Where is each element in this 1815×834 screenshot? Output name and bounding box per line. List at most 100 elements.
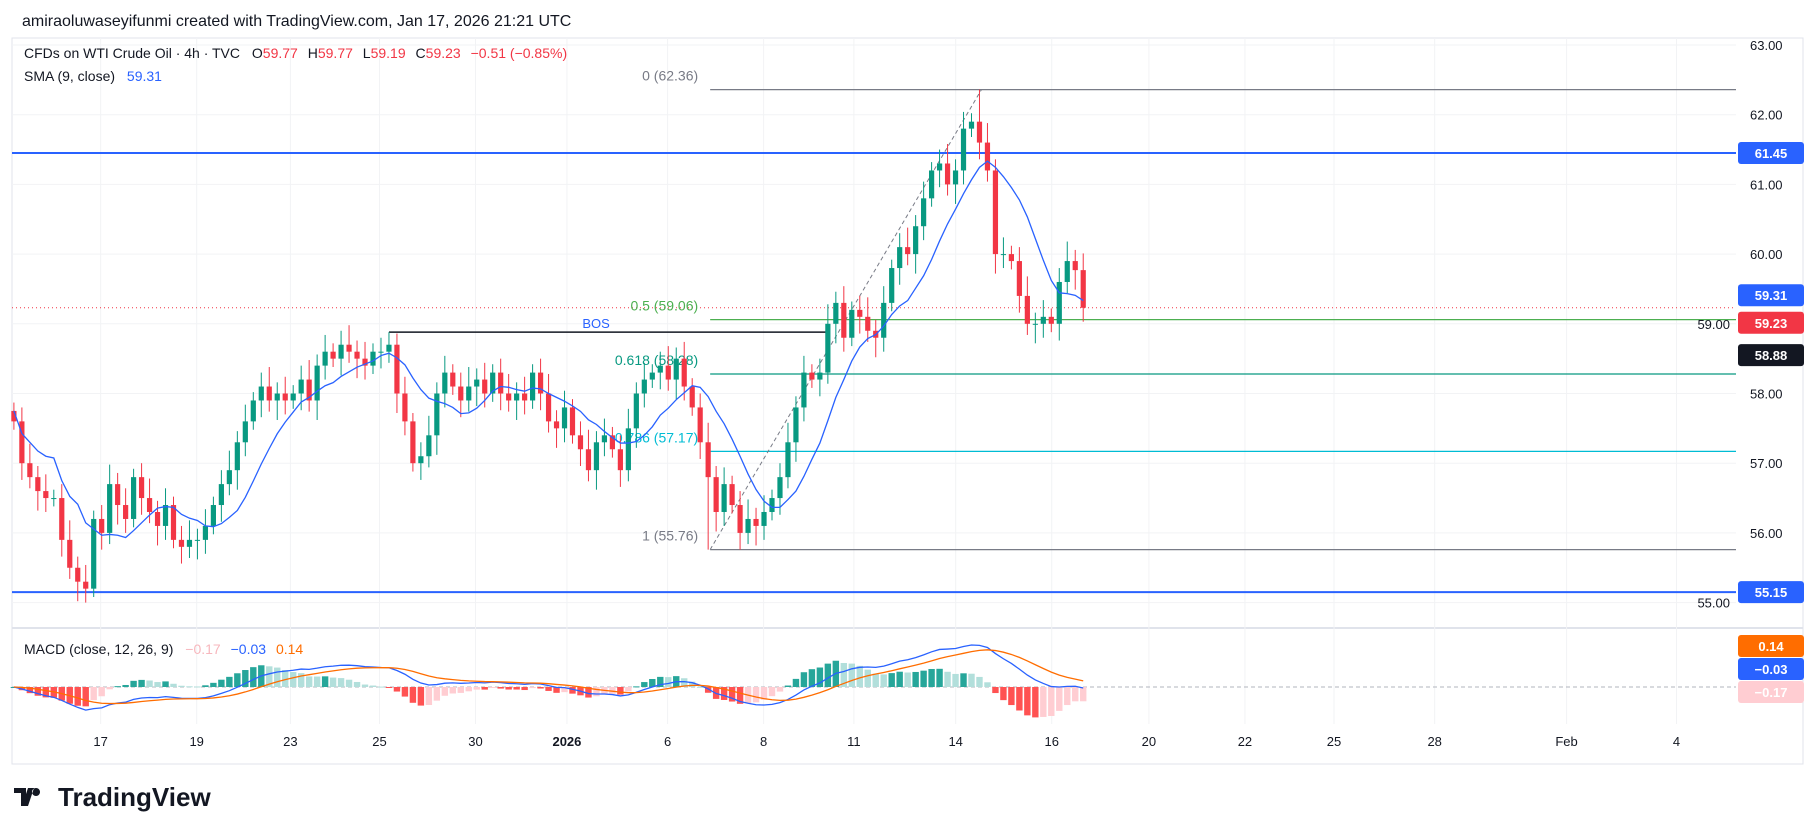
candle [881, 286, 887, 352]
candle-body [426, 435, 432, 457]
macd-histogram-bar [329, 677, 337, 687]
macd-histogram-bar [609, 687, 616, 694]
header-credit: amiraoluwaseyifunmi created with Trading… [22, 13, 571, 30]
time-tick-label: 16 [1044, 734, 1058, 749]
macd-histogram-bar [665, 677, 672, 687]
candle [394, 333, 400, 414]
tradingview-logo[interactable]: TradingView [14, 782, 211, 812]
macd-histogram-bar [529, 687, 536, 689]
macd-histogram-bar [465, 687, 472, 692]
candle [11, 402, 17, 430]
macd-histogram-bar [816, 667, 824, 687]
candle-body [841, 302, 847, 338]
macd-histogram-bar [864, 669, 871, 687]
candle-body [992, 170, 999, 255]
macd-histogram-bar [234, 673, 241, 687]
macd-histogram-bar [34, 687, 42, 696]
price-tick-label: 58.00 [1750, 387, 1783, 402]
candle-body [1024, 295, 1030, 324]
macd-pane [10, 644, 1736, 718]
candle [809, 364, 815, 388]
macd-histogram-bar [776, 687, 784, 692]
candle-body [1048, 316, 1054, 324]
bos-badge-bg [1738, 344, 1804, 367]
macd-histogram-bar [377, 686, 385, 688]
support-badge-bg [1738, 581, 1804, 604]
candle [354, 340, 360, 379]
candle-body [697, 407, 703, 443]
candle [897, 233, 903, 285]
candle [984, 123, 991, 182]
macd-histogram-bar [489, 687, 496, 688]
candle [721, 467, 727, 526]
macd-signal-badge: 0.14 [1738, 635, 1804, 657]
macd-histogram-bar [880, 674, 887, 687]
macd-histogram-bar [1032, 687, 1039, 718]
candle-body [131, 477, 137, 519]
candle-body [258, 386, 264, 401]
candle-body [881, 302, 887, 338]
candle [242, 404, 248, 457]
candle [115, 472, 121, 525]
candle-body [761, 511, 767, 526]
price-tick-label: 63.00 [1750, 38, 1783, 53]
macd-histogram-bar [952, 673, 959, 687]
last-price-badge-text: 59.23 [1755, 316, 1788, 331]
time-axis[interactable]: 17 19 23 25 30 2026 6 8 11 14 16 20 22 25 28 Feb 4 [93, 734, 1680, 749]
candle-body [737, 505, 743, 533]
macd-histogram-bar [896, 671, 903, 687]
candle-body [785, 442, 791, 478]
candle [322, 334, 328, 380]
candle [250, 392, 256, 430]
macd-histogram-bar [417, 687, 425, 706]
macd-histogram-bar [353, 681, 361, 687]
candle [801, 355, 807, 422]
symbol-name[interactable]: CFDs on WTI Crude Oil · 4h · TVC [24, 45, 240, 61]
macd-histogram-bar [617, 687, 624, 695]
candle [426, 415, 432, 468]
candle-body [809, 372, 815, 380]
candle-body [569, 407, 576, 436]
candle-body [242, 421, 248, 443]
candle-body [833, 302, 839, 324]
candle [929, 162, 935, 207]
candle [123, 488, 129, 533]
candle-body [817, 372, 823, 380]
candle-body [123, 505, 129, 519]
candle-body [107, 484, 113, 533]
price-axis[interactable]: 63.00 62.00 61.00 60.00 59.00 58.00 57.00 56.00… [1697, 38, 1782, 611]
candle-body [450, 372, 456, 387]
macd-histogram-bar [960, 673, 967, 687]
candle-body [218, 484, 224, 506]
macd-histogram-bar [457, 687, 464, 693]
candle-body [115, 484, 121, 506]
macd-histogram-bar [720, 687, 728, 700]
macd-histogram-bar [904, 672, 911, 687]
candle-body [474, 379, 480, 387]
sma-legend[interactable]: SMA (9, close) 59.31 [24, 68, 162, 84]
candle [107, 464, 113, 545]
time-tick-label: 23 [283, 734, 297, 749]
macd-histogram-bar [1056, 687, 1063, 711]
macd-histogram-bar [130, 680, 137, 687]
macd-histogram-bar [1000, 687, 1007, 701]
fib-level-label: 0 (62.36) [642, 68, 698, 84]
candle [761, 495, 767, 540]
candle [59, 484, 65, 557]
candle-body [617, 449, 623, 471]
candle [266, 367, 272, 412]
candle-body [865, 316, 871, 331]
macd-histogram-bar [433, 687, 441, 701]
candle [777, 463, 783, 515]
candle-body [1056, 281, 1062, 324]
macd-histogram-bar [976, 676, 983, 687]
candle-body [170, 505, 177, 540]
time-tick-label: 11 [847, 734, 861, 749]
candle [960, 111, 967, 185]
candle-body [490, 372, 496, 394]
candle [713, 465, 719, 532]
macd-legend[interactable]: MACD (close, 12, 26, 9) −0.17 −0.03 0.14 [24, 641, 303, 657]
candle [202, 509, 209, 554]
candle [1080, 253, 1086, 322]
